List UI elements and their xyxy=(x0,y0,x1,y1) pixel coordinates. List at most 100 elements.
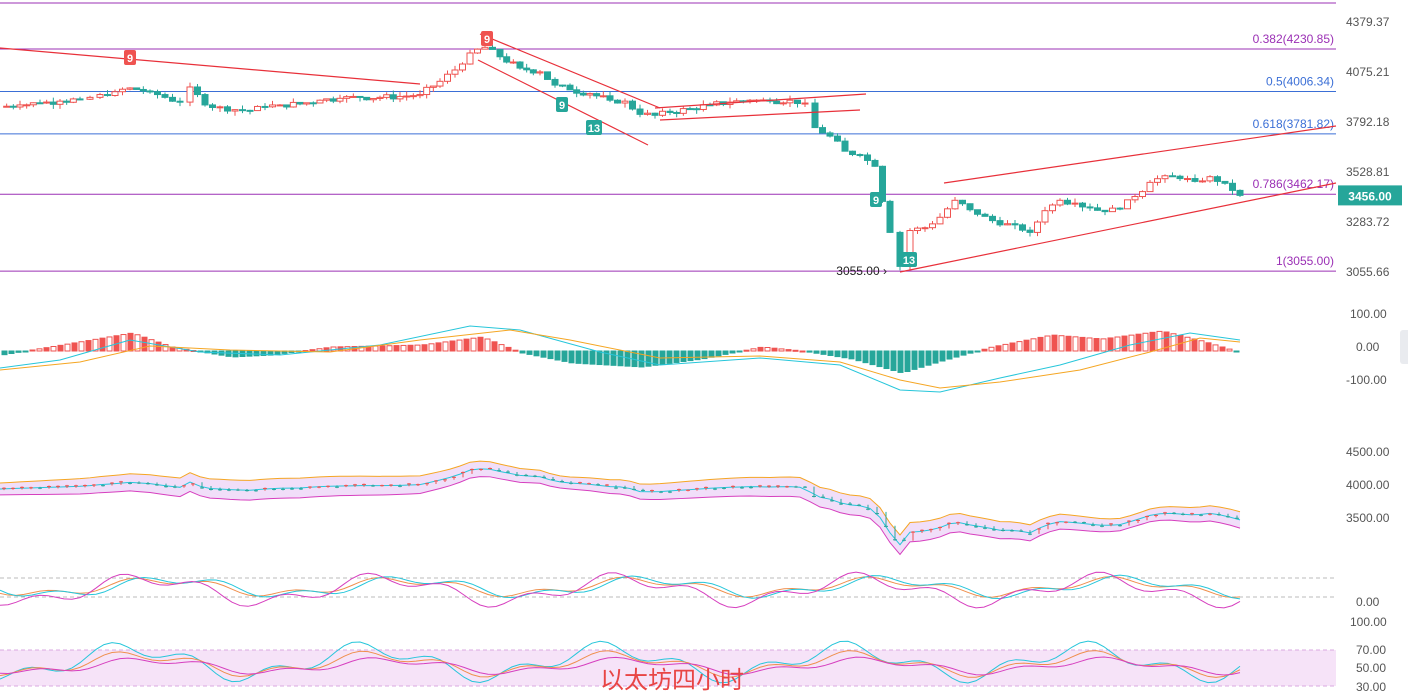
td-marker-badge xyxy=(586,120,602,135)
candle-body xyxy=(1116,207,1124,210)
trendline xyxy=(899,182,1337,273)
candle-body xyxy=(651,112,659,116)
macd-histogram-bar xyxy=(862,350,869,364)
candle-body xyxy=(389,94,397,100)
candle-body xyxy=(146,90,154,93)
macd-histogram-bar xyxy=(953,350,960,358)
candle-body xyxy=(403,95,411,98)
candle-body xyxy=(1146,181,1154,193)
candle-body xyxy=(989,215,996,222)
macd-histogram-bar xyxy=(519,350,526,354)
candle-body xyxy=(104,94,111,97)
candle-body xyxy=(1131,196,1139,201)
candle-body xyxy=(966,203,974,211)
macd-histogram-bar xyxy=(393,345,400,352)
candle-body xyxy=(551,78,559,86)
candle-body xyxy=(429,85,437,88)
candle-body xyxy=(599,95,607,98)
candle-body xyxy=(201,94,209,106)
kdj-d-line xyxy=(0,574,1241,600)
macd-histogram-bar xyxy=(1009,342,1016,352)
current-price-badge xyxy=(1338,185,1402,206)
macd-histogram-bar xyxy=(589,350,596,365)
panel-resize-handle[interactable] xyxy=(1400,330,1408,364)
candle-body xyxy=(644,112,651,115)
td-marker-label: 9 xyxy=(873,195,879,207)
candle-body xyxy=(559,84,566,87)
macd-histogram-bar xyxy=(1030,338,1037,352)
candle-body xyxy=(593,93,601,97)
td-marker-badge xyxy=(901,252,917,267)
macd-histogram-bar xyxy=(435,342,442,352)
macd-histogram-bar xyxy=(1086,337,1093,352)
candle-body xyxy=(224,106,231,112)
candle-body xyxy=(309,102,317,105)
candle-body xyxy=(566,84,574,91)
candle-body xyxy=(801,102,809,105)
td-marker-label: 13 xyxy=(588,123,600,135)
macd-histogram-bar xyxy=(785,349,792,352)
candle-body xyxy=(194,86,201,96)
macd-histogram-bar xyxy=(127,332,134,352)
td-marker-badge xyxy=(124,50,136,65)
candle-body xyxy=(383,94,391,98)
macd-histogram-bar xyxy=(617,350,624,367)
macd-histogram-bar xyxy=(505,346,512,352)
candle-body xyxy=(529,69,537,74)
candle-body xyxy=(1064,199,1071,205)
candle-body xyxy=(216,106,224,109)
macd-histogram-bar xyxy=(876,350,883,368)
macd-histogram-bar xyxy=(1072,336,1079,352)
macd-histogram-bar xyxy=(554,350,561,361)
macd-histogram-bar xyxy=(918,350,925,368)
candle-body xyxy=(1019,224,1026,231)
macd-histogram-bar xyxy=(1163,331,1170,352)
candle-body xyxy=(1139,191,1146,198)
macd-histogram-bar xyxy=(386,345,393,352)
candle-body xyxy=(929,223,936,229)
macd-histogram-bar xyxy=(1016,341,1023,352)
macd-histogram-bar xyxy=(904,350,911,372)
macd-histogram-bar xyxy=(925,350,932,366)
macd-histogram-bar xyxy=(547,350,554,360)
macd-histogram-bar xyxy=(596,350,603,366)
macd-histogram-bar xyxy=(1198,340,1205,352)
candle-body xyxy=(323,98,331,101)
bollinger-lower-line xyxy=(0,476,1241,556)
candle-body xyxy=(693,108,701,111)
td-marker-label: 9 xyxy=(127,53,133,65)
candle-body xyxy=(86,96,94,100)
macd-histogram-bar xyxy=(36,348,43,352)
macd-histogram-bar xyxy=(456,339,463,352)
macd-histogram-bar xyxy=(533,350,540,357)
macd-histogram-bar xyxy=(491,341,498,352)
candle-body xyxy=(316,99,324,104)
candle-body xyxy=(489,46,496,50)
candle-body xyxy=(246,109,254,112)
rsi-tick: 30.00 xyxy=(1356,680,1386,694)
candle-body xyxy=(509,61,517,64)
macd-histogram-bar xyxy=(1,350,8,356)
candle-body xyxy=(231,109,239,112)
macd-histogram-bar xyxy=(799,350,806,353)
td-marker-label: 13 xyxy=(903,255,915,267)
candle-body xyxy=(841,140,849,152)
macd-histogram-bar xyxy=(477,336,484,352)
candle-body xyxy=(944,208,951,218)
macd-histogram-bar xyxy=(582,350,589,365)
candle-body xyxy=(679,108,687,114)
candle-body xyxy=(629,100,636,110)
candle-body xyxy=(336,97,344,102)
macd-tick: 100.00 xyxy=(1350,307,1387,321)
macd-histogram-bar xyxy=(792,349,799,352)
macd-histogram-bar xyxy=(834,350,841,358)
rsi-tick: 100.00 xyxy=(1350,615,1387,629)
price-tick: 4075.21 xyxy=(1346,65,1390,79)
macd-histogram-bar xyxy=(778,348,785,352)
candle-body xyxy=(826,132,834,137)
macd-histogram-bar xyxy=(1051,334,1058,352)
trendline xyxy=(0,47,421,85)
candle-body xyxy=(49,101,57,105)
candle-body xyxy=(1124,199,1131,210)
